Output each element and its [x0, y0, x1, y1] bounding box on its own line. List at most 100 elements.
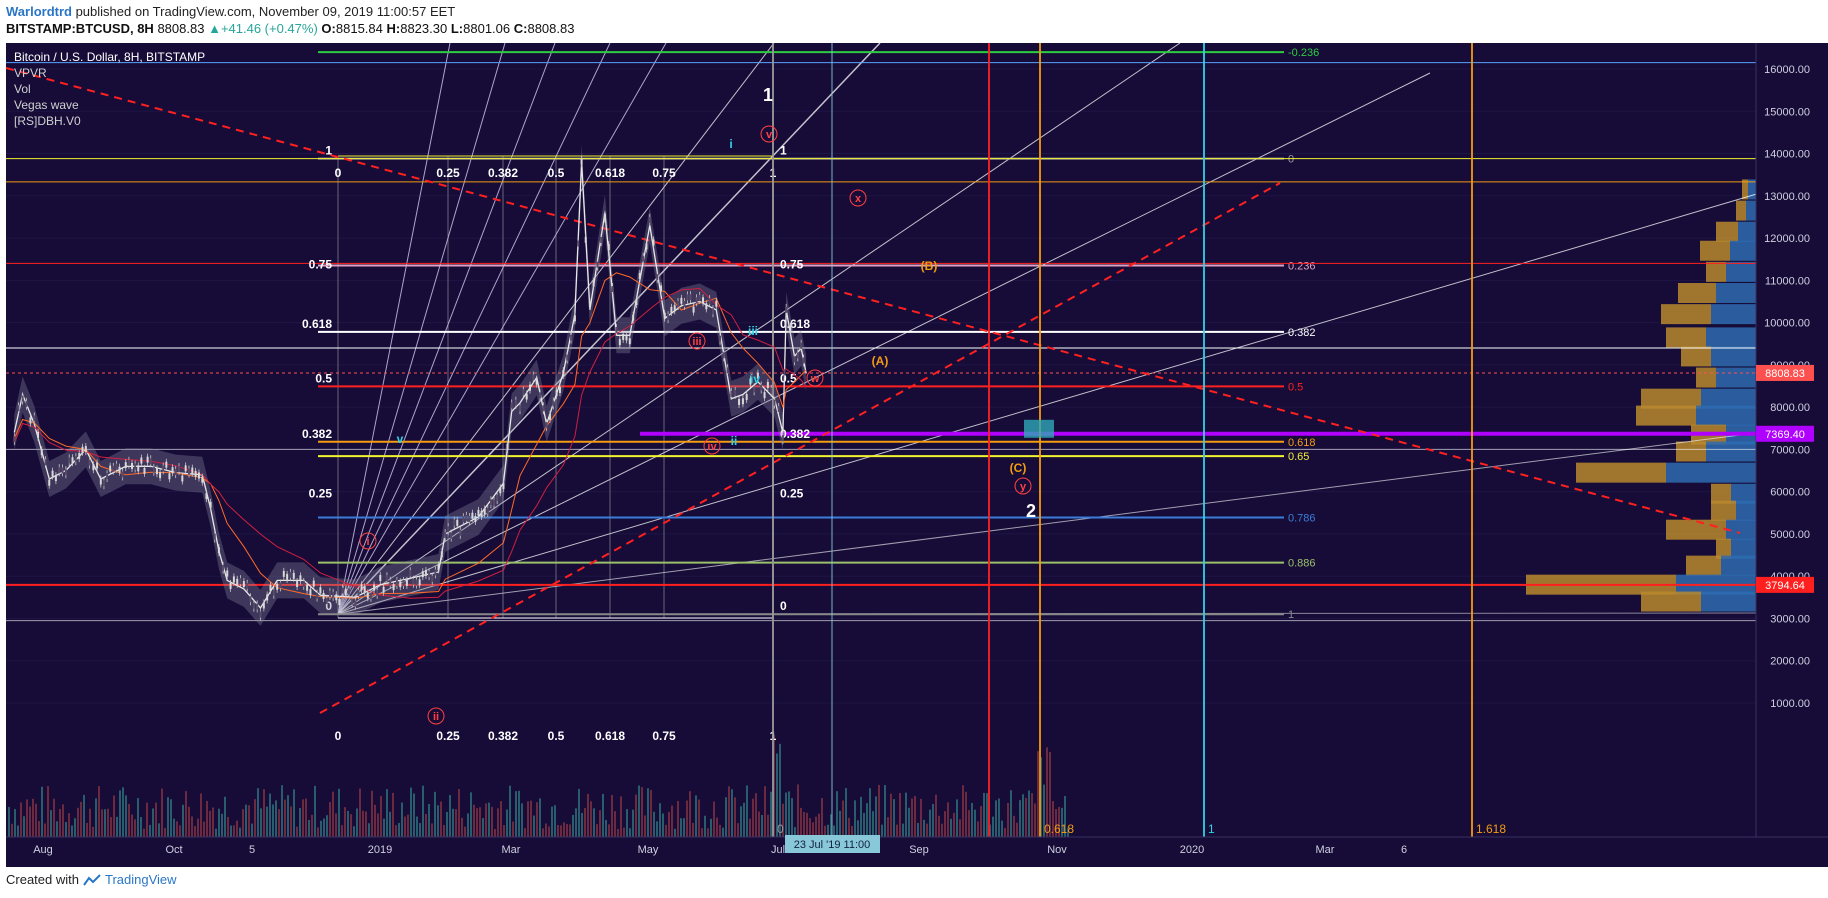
volume-bar: [125, 795, 127, 837]
price-series: [13, 144, 1054, 626]
candle-body: [376, 589, 379, 596]
candle-body: [648, 216, 651, 223]
wave-label: y: [1020, 481, 1027, 493]
volume-bar: [314, 785, 316, 837]
candle-body: [266, 594, 269, 601]
tradingview-link[interactable]: TradingView: [104, 872, 177, 887]
candle-body: [146, 456, 149, 463]
volume-bar: [545, 823, 547, 837]
y-tick-label: 12000.00: [1764, 233, 1810, 245]
candle-body: [354, 600, 357, 607]
volume-bar: [938, 815, 940, 837]
volume-bar: [428, 803, 430, 837]
volume-bar: [950, 818, 952, 837]
time-axis[interactable]: Aug Oct 5 2019 Mar May Jul Sep Nov 2020 Mar 6 23 Jul…: [33, 835, 1407, 856]
candle-body: [299, 575, 302, 582]
candle-body: [109, 465, 112, 472]
wave-label: iii: [692, 336, 701, 348]
volume-bar: [308, 819, 310, 837]
vp-bar-up: [1701, 591, 1756, 612]
volume-bar: [182, 804, 184, 837]
volume-bar: [740, 806, 742, 837]
volume-bar: [665, 824, 667, 837]
volume-bar: [131, 814, 133, 837]
volume-bar: [359, 788, 361, 837]
volume-bar: [818, 813, 820, 837]
open-label: O:: [321, 21, 336, 36]
volume-bar: [137, 798, 139, 837]
volume-bar: [296, 826, 298, 837]
volume-bar: [419, 823, 421, 837]
candle-body: [262, 602, 265, 609]
x-tick-label: Sep: [909, 844, 929, 856]
candle-body: [272, 589, 275, 596]
moving-average: [13, 287, 807, 599]
highlight-box: [1024, 419, 1054, 438]
volume-bar: [407, 814, 409, 837]
volume-bar: [35, 803, 37, 837]
volume-bar: [251, 823, 253, 837]
legend-indicator[interactable]: Vegas wave: [14, 98, 79, 112]
gann-fan-line: [337, 72, 1431, 615]
candle-body: [124, 462, 127, 469]
gann-level-label-right: 0: [780, 599, 787, 613]
candle-body: [656, 274, 659, 281]
candle-body: [611, 286, 614, 293]
legend-indicator[interactable]: Vol: [14, 82, 31, 96]
vp-bar-up: [1716, 367, 1756, 388]
volume-bar: [11, 823, 13, 837]
x-tick-label: 6: [1401, 844, 1407, 856]
volume-bar: [1019, 800, 1021, 837]
wave-label: w: [810, 373, 820, 385]
vp-bar-up: [1706, 327, 1756, 348]
chart[interactable]: -0.236 0 0.236 0.382 0.5 0.618 0.65 0.786 0.886 1…: [0, 43, 1828, 867]
volume-bar: [95, 798, 97, 837]
candle-body: [645, 243, 648, 250]
volume-bar: [974, 809, 976, 837]
volume-bar: [392, 792, 394, 837]
volume-bar: [623, 827, 625, 837]
candle-body: [708, 298, 711, 305]
volume-bar: [926, 823, 928, 837]
gann-fan-top-label: 0.618: [595, 166, 625, 180]
volume-bar: [1034, 803, 1036, 837]
candle-body: [577, 240, 580, 247]
volume-bar: [278, 809, 280, 837]
candle-body: [483, 508, 486, 515]
volume-bar: [1064, 795, 1066, 837]
volume-bar: [443, 825, 445, 837]
legend-indicator[interactable]: VPVR: [14, 66, 47, 80]
y-tick-label: 2000.00: [1770, 656, 1810, 668]
volume-bar: [266, 806, 268, 837]
legend-indicator[interactable]: [RS]DBH.V0: [14, 114, 81, 128]
candle-body: [96, 462, 99, 469]
volume-bar: [518, 790, 520, 837]
candle-body: [766, 381, 769, 388]
volume-bar: [515, 791, 517, 837]
channel-band: [14, 144, 807, 626]
vp-bar-up: [1726, 261, 1756, 282]
volume-bar: [476, 808, 478, 837]
volume-bar: [956, 799, 958, 837]
volume-bar: [482, 818, 484, 837]
author-link[interactable]: Warlordtrd: [6, 4, 72, 19]
volume-bar: [584, 808, 586, 837]
vp-bar-up: [1738, 221, 1756, 242]
volume-bar: [620, 796, 622, 837]
fib-level-label: 0.786: [1288, 512, 1316, 524]
volume-bar: [596, 824, 598, 837]
volume-bar: [14, 809, 16, 837]
vp-bar-up: [1730, 240, 1756, 261]
candle-body: [548, 413, 551, 420]
price-axis[interactable]: 1000.002000.003000.004000.005000.006000.…: [1764, 64, 1810, 710]
volume-bar: [635, 794, 637, 837]
gann-level-label: 1: [325, 144, 332, 158]
footer: Created with TradingView: [6, 872, 177, 887]
candle-body: [187, 468, 190, 475]
volume-bar: [1022, 794, 1024, 837]
volume-bar: [566, 823, 568, 837]
volume-bar: [710, 818, 712, 837]
volume-bar: [827, 824, 829, 837]
candle-body: [409, 570, 412, 577]
candle-body: [683, 301, 686, 308]
